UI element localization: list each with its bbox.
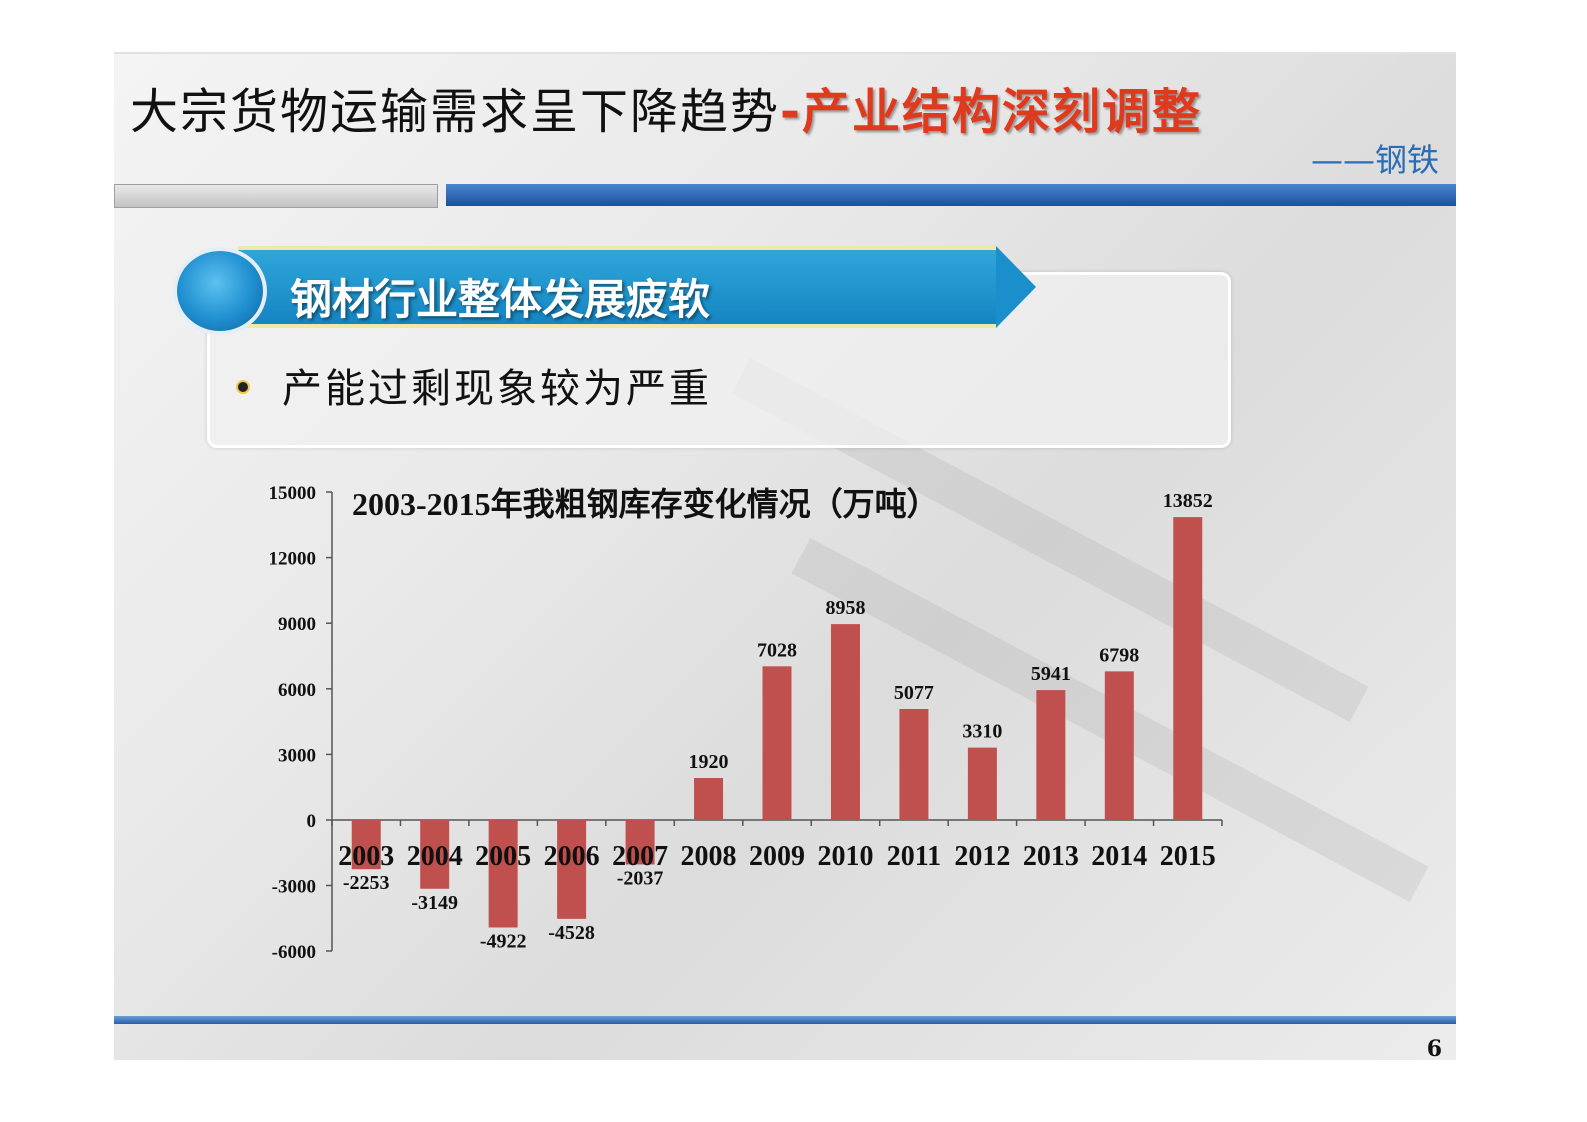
y-tick-label: -6000: [272, 942, 316, 963]
data-label: -4922: [480, 930, 527, 952]
bar: [625, 820, 655, 865]
bar: [557, 820, 587, 919]
x-tick-label: 2013: [1023, 841, 1079, 872]
section-banner-arrow: [996, 246, 1036, 328]
x-tick-label: 2014: [1091, 841, 1147, 872]
page-subtitle: ——钢铁: [1310, 141, 1439, 179]
data-label: 1920: [689, 751, 729, 773]
y-tick-label: -3000: [272, 877, 316, 898]
x-tick-label: 2011: [887, 841, 941, 872]
bar: [899, 708, 929, 820]
bar: [1173, 517, 1203, 820]
footer-divider: [114, 1016, 1456, 1024]
bar: [762, 666, 792, 820]
y-tick-label: 9000: [278, 614, 316, 635]
x-tick-label: 2015: [1160, 841, 1216, 872]
bar: [488, 820, 518, 928]
bar: [830, 624, 860, 820]
page-title: 大宗货物运输需求呈下降趋势-产业结构深刻调整: [130, 72, 1202, 142]
slide-background: [114, 52, 1456, 1060]
section-heading: 钢材行业整体发展疲软: [290, 275, 711, 324]
x-tick-label: 2010: [817, 841, 873, 872]
bullet-icon: [236, 380, 250, 394]
data-label: 3310: [962, 721, 1002, 743]
y-tick-label: 15000: [269, 483, 317, 504]
x-tick-label: 2009: [749, 841, 805, 872]
data-label: -2253: [343, 872, 390, 894]
y-tick-label: 12000: [269, 549, 317, 570]
data-label: 7028: [757, 639, 797, 661]
data-label: 5077: [894, 682, 934, 704]
data-label: 6798: [1099, 644, 1139, 666]
data-label: 5941: [1031, 663, 1071, 685]
chart-title: 2003-2015年我粗钢库存变化情况（万吨）: [352, 486, 939, 522]
section-banner: [238, 246, 998, 328]
bullet-text: 产能过剩现象较为严重: [282, 366, 712, 412]
data-label: -4528: [548, 922, 595, 944]
bar: [1104, 671, 1134, 820]
data-label: -2037: [617, 867, 664, 889]
bar: [351, 820, 381, 870]
data-label: 8958: [825, 597, 865, 619]
x-tick-label: 2005: [475, 841, 531, 872]
banner-circle-icon: [173, 247, 267, 335]
x-tick-label: 2004: [407, 841, 463, 872]
y-tick-label: 6000: [278, 680, 316, 701]
x-tick-label: 2006: [544, 841, 600, 872]
page-number: 6: [1426, 1036, 1442, 1062]
page-title-main: 大宗货物运输需求呈下降趋势: [130, 84, 781, 140]
x-tick-label: 2012: [954, 841, 1010, 872]
y-tick-label: 3000: [278, 745, 316, 766]
x-tick-label: 2003: [338, 841, 394, 872]
x-tick-label: 2007: [612, 841, 668, 872]
bar: [1036, 690, 1066, 820]
x-tick-label: 2008: [681, 841, 737, 872]
bar: [694, 778, 724, 820]
data-label: 13852: [1163, 490, 1213, 512]
header-divider-gray: [114, 184, 438, 208]
bar: [967, 747, 997, 820]
page-title-accent: -产业结构深刻调整: [780, 84, 1202, 140]
data-label: -3149: [411, 892, 458, 914]
bar: [420, 820, 450, 889]
header-divider-blue: [446, 184, 1456, 206]
y-tick-label: 0: [307, 811, 317, 832]
